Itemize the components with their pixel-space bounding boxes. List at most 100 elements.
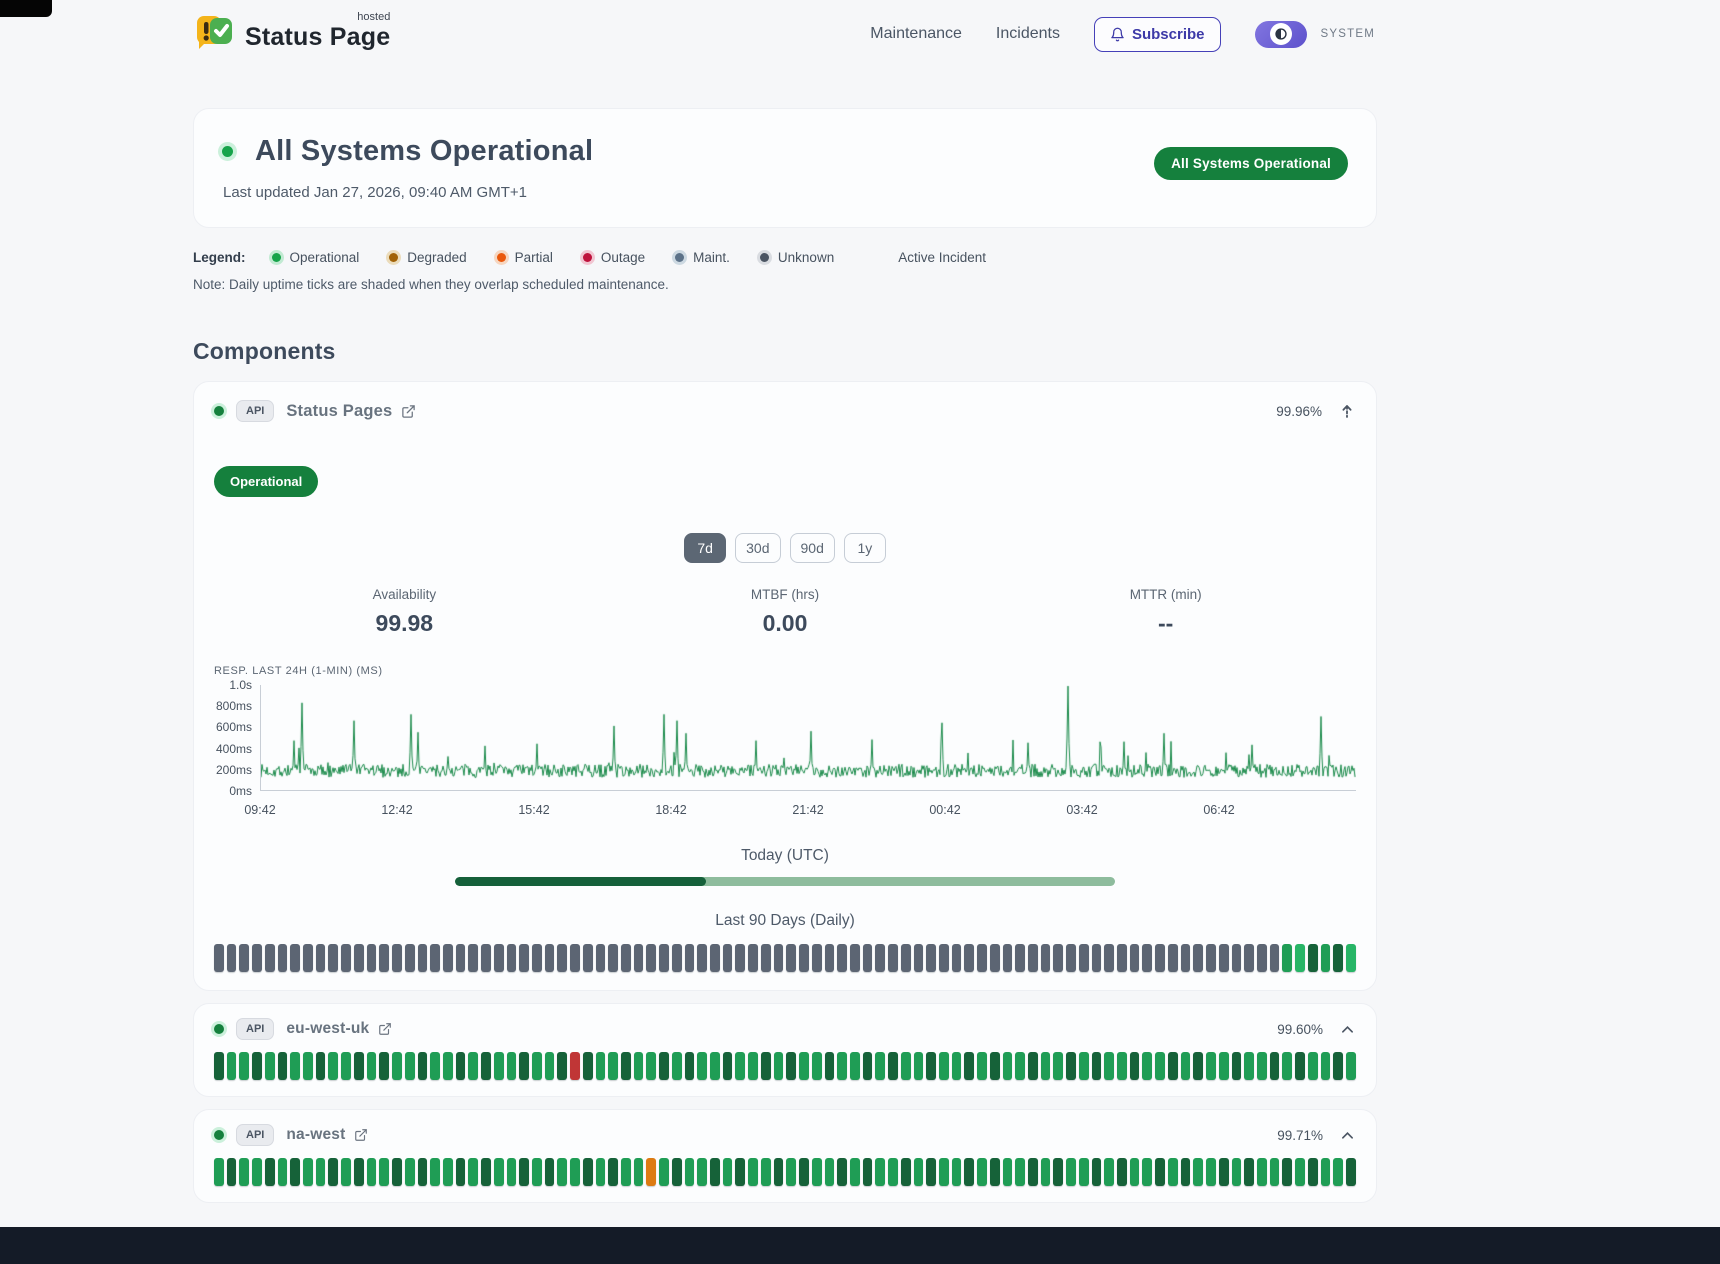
uptime-tick bbox=[888, 944, 898, 972]
component-status-dot bbox=[214, 406, 224, 416]
uptime-tick bbox=[1040, 1158, 1051, 1186]
screen-corner-artifact bbox=[0, 0, 52, 17]
uptime-tick bbox=[811, 1158, 822, 1186]
expand-button[interactable] bbox=[1339, 1023, 1356, 1036]
uptime-tick bbox=[1167, 1158, 1178, 1186]
uptime-tick bbox=[1218, 1158, 1229, 1186]
uptime-tick bbox=[824, 1158, 835, 1186]
uptime-tick bbox=[824, 944, 835, 972]
uptime-tick bbox=[1053, 1158, 1064, 1186]
uptime-tick bbox=[493, 1158, 504, 1186]
component-status-badge: Operational bbox=[214, 466, 319, 497]
uptime-tick bbox=[544, 1052, 555, 1080]
today-progress-fill bbox=[455, 877, 706, 886]
stats-row: Availability 99.98 MTBF (hrs) 0.00 MTTR … bbox=[214, 587, 1356, 637]
uptime-tick bbox=[849, 944, 860, 972]
uptime-tick bbox=[1066, 1052, 1076, 1080]
theme-toggle[interactable] bbox=[1254, 20, 1307, 48]
uptime-tick bbox=[837, 944, 847, 972]
uptime-tick bbox=[353, 944, 364, 972]
uptime-tick bbox=[252, 1052, 262, 1080]
logo[interactable]: Status Page hosted bbox=[193, 11, 390, 55]
uptime-tick bbox=[799, 1052, 809, 1080]
uptime-tick bbox=[417, 1052, 428, 1080]
stat-mttr: MTTR (min) -- bbox=[1129, 587, 1202, 636]
collapse-button[interactable] bbox=[1338, 402, 1356, 421]
uptime-tick bbox=[468, 1158, 479, 1186]
uptime-tick bbox=[544, 1158, 555, 1186]
uptime-tick bbox=[608, 944, 618, 972]
overall-status-card: All Systems Operational Last updated Jan… bbox=[193, 108, 1377, 228]
uptime-tick bbox=[824, 1052, 835, 1080]
nav-link-incidents[interactable]: Incidents bbox=[995, 25, 1060, 42]
subscribe-button[interactable]: Subscribe bbox=[1093, 16, 1221, 52]
uptime-tick bbox=[290, 1052, 301, 1080]
x-tick-label: 12:42 bbox=[381, 803, 413, 817]
uptime-tick bbox=[1180, 1052, 1191, 1080]
uptime-tick bbox=[938, 1158, 949, 1186]
uptime-tick bbox=[1295, 1158, 1305, 1186]
component-link-eu-west-uk[interactable]: eu-west-uk bbox=[286, 1020, 392, 1038]
uptime-tick bbox=[1091, 1158, 1102, 1186]
uptime-tick bbox=[1231, 1158, 1242, 1186]
component-link-na-west[interactable]: na-west bbox=[286, 1126, 368, 1144]
uptime-tick bbox=[862, 1158, 873, 1186]
legend-item: Operational bbox=[271, 250, 360, 265]
uptime-tick bbox=[900, 944, 911, 972]
uptime-tick bbox=[303, 1052, 313, 1080]
uptime-tick bbox=[531, 1158, 542, 1186]
uptime-tick bbox=[1333, 1158, 1343, 1186]
uptime-tick bbox=[1066, 944, 1076, 972]
chart-title: RESP. LAST 24H (1-MIN) (MS) bbox=[214, 665, 383, 677]
uptime-tick bbox=[1193, 944, 1204, 972]
uptime-tick bbox=[684, 1158, 695, 1186]
subscribe-label: Subscribe bbox=[1131, 25, 1205, 43]
uptime-tick bbox=[671, 1158, 682, 1186]
nav-link-maintenance[interactable]: Maintenance bbox=[870, 25, 962, 42]
uptime-tick bbox=[710, 1052, 720, 1080]
uptime-tick bbox=[671, 1052, 682, 1080]
legend-item: Unknown bbox=[759, 250, 834, 265]
uptime-tick bbox=[1218, 944, 1229, 972]
uptime-tick bbox=[315, 944, 326, 972]
uptime-tick bbox=[608, 1052, 618, 1080]
uptime-tick bbox=[633, 1052, 644, 1080]
uptime-tick bbox=[239, 1052, 250, 1080]
uptime-tick bbox=[989, 944, 1000, 972]
uptime-tick bbox=[862, 944, 873, 972]
uptime-tick bbox=[290, 1158, 301, 1186]
range-button-7d[interactable]: 7d bbox=[684, 533, 727, 563]
uptime-tick bbox=[315, 1052, 326, 1080]
uptime-tick bbox=[951, 944, 962, 972]
uptime-tick bbox=[392, 1158, 402, 1186]
uptime-tick bbox=[748, 944, 758, 972]
uptime-tick bbox=[1155, 1158, 1165, 1186]
uptime-tick bbox=[1104, 944, 1115, 972]
uptime-tick bbox=[1256, 944, 1267, 972]
uptime-tick bbox=[570, 1052, 580, 1080]
uptime-tick bbox=[1244, 1052, 1254, 1080]
legend-item: Maint. bbox=[675, 250, 730, 265]
uptime-tick bbox=[493, 944, 504, 972]
main-nav: Maintenance Incidents Subscribe SYSTEM bbox=[870, 16, 1375, 52]
expand-button[interactable] bbox=[1339, 1129, 1356, 1142]
uptime-tick bbox=[786, 1158, 797, 1186]
uptime-tick bbox=[735, 944, 746, 972]
uptime-tick bbox=[926, 944, 936, 972]
uptime-tick bbox=[1142, 944, 1153, 972]
uptime-tick bbox=[366, 1158, 377, 1186]
legend-item-label: Maint. bbox=[693, 250, 730, 265]
uptime-tick bbox=[799, 944, 809, 972]
range-button-1y[interactable]: 1y bbox=[843, 533, 886, 563]
uptime-tick bbox=[264, 1052, 275, 1080]
range-button-90d[interactable]: 90d bbox=[789, 533, 835, 563]
uptime-tick bbox=[544, 944, 555, 972]
uptime-tick bbox=[1269, 944, 1280, 972]
uptime-tick bbox=[582, 1052, 593, 1080]
uptime-tick bbox=[1345, 944, 1356, 972]
range-button-30d[interactable]: 30d bbox=[735, 533, 781, 563]
uptime-tick bbox=[1028, 1158, 1038, 1186]
component-link-status-pages[interactable]: Status Pages bbox=[286, 402, 416, 421]
legend-item-label: Operational bbox=[289, 250, 360, 265]
uptime-tick bbox=[1256, 1158, 1267, 1186]
